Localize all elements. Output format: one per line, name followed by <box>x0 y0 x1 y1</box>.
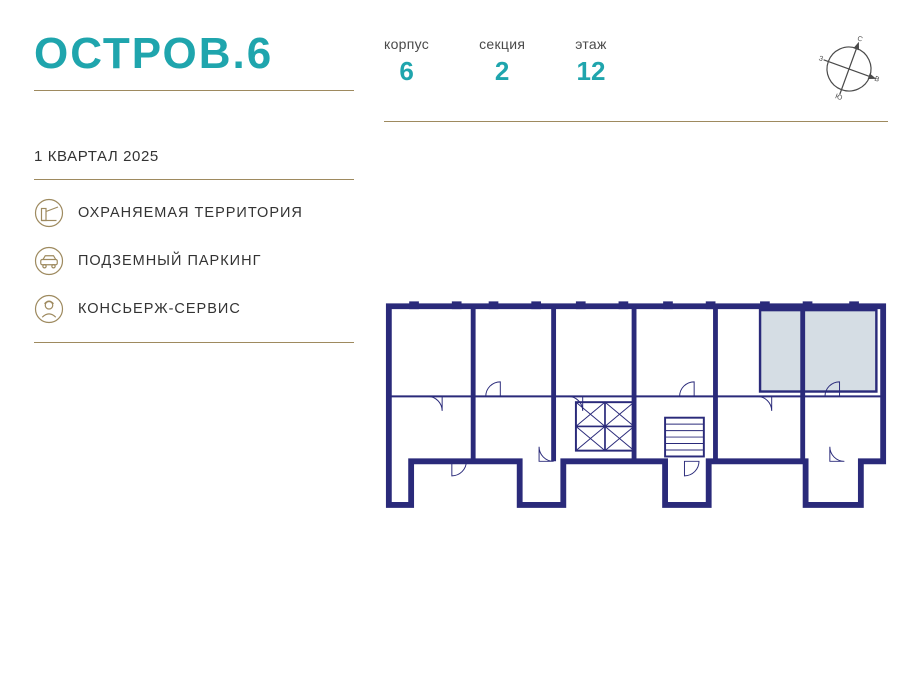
meta-floor: этаж 12 <box>575 36 606 87</box>
meta-floor-label: этаж <box>575 36 606 52</box>
svg-text:З: З <box>818 55 824 63</box>
sidebar: 1 КВАРТАЛ 2025 ОХРАНЯЕМАЯ ТЕРРИТОРИЯ ПОД… <box>34 148 354 668</box>
meta-section-value: 2 <box>479 56 525 87</box>
svg-text:С: С <box>856 36 863 44</box>
meta-building-label: корпус <box>384 36 429 52</box>
concierge-icon <box>34 294 64 324</box>
floor-plan-svg <box>384 298 888 518</box>
meta-row: корпус 6 секция 2 этаж 12 С Ю В <box>384 28 888 122</box>
page-title: ОСТРОВ.6 <box>34 32 354 90</box>
floor-plan <box>384 148 888 668</box>
completion-date: 1 КВАРТАЛ 2025 <box>34 148 354 165</box>
gate-icon <box>34 198 64 228</box>
svg-text:В: В <box>873 76 880 84</box>
feature-concierge: КОНСЬЕРЖ-СЕРВИС <box>34 294 354 324</box>
svg-text:Ю: Ю <box>834 93 843 102</box>
meta-building-value: 6 <box>384 56 429 87</box>
meta-section-label: секция <box>479 36 525 52</box>
feature-guarded-label: ОХРАНЯЕМАЯ ТЕРРИТОРИЯ <box>78 205 303 221</box>
meta-building: корпус 6 <box>384 36 429 87</box>
meta-section: секция 2 <box>479 36 525 87</box>
divider <box>34 179 354 180</box>
feature-parking-label: ПОДЗЕМНЫЙ ПАРКИНГ <box>78 253 261 269</box>
feature-concierge-label: КОНСЬЕРЖ-СЕРВИС <box>78 301 241 317</box>
feature-parking: ПОДЗЕМНЫЙ ПАРКИНГ <box>34 246 354 276</box>
feature-guarded: ОХРАНЯЕМАЯ ТЕРРИТОРИЯ <box>34 198 354 228</box>
meta-floor-value: 12 <box>575 56 606 87</box>
garage-icon <box>34 246 64 276</box>
divider <box>34 342 354 343</box>
compass-icon: С Ю В З <box>816 36 888 107</box>
